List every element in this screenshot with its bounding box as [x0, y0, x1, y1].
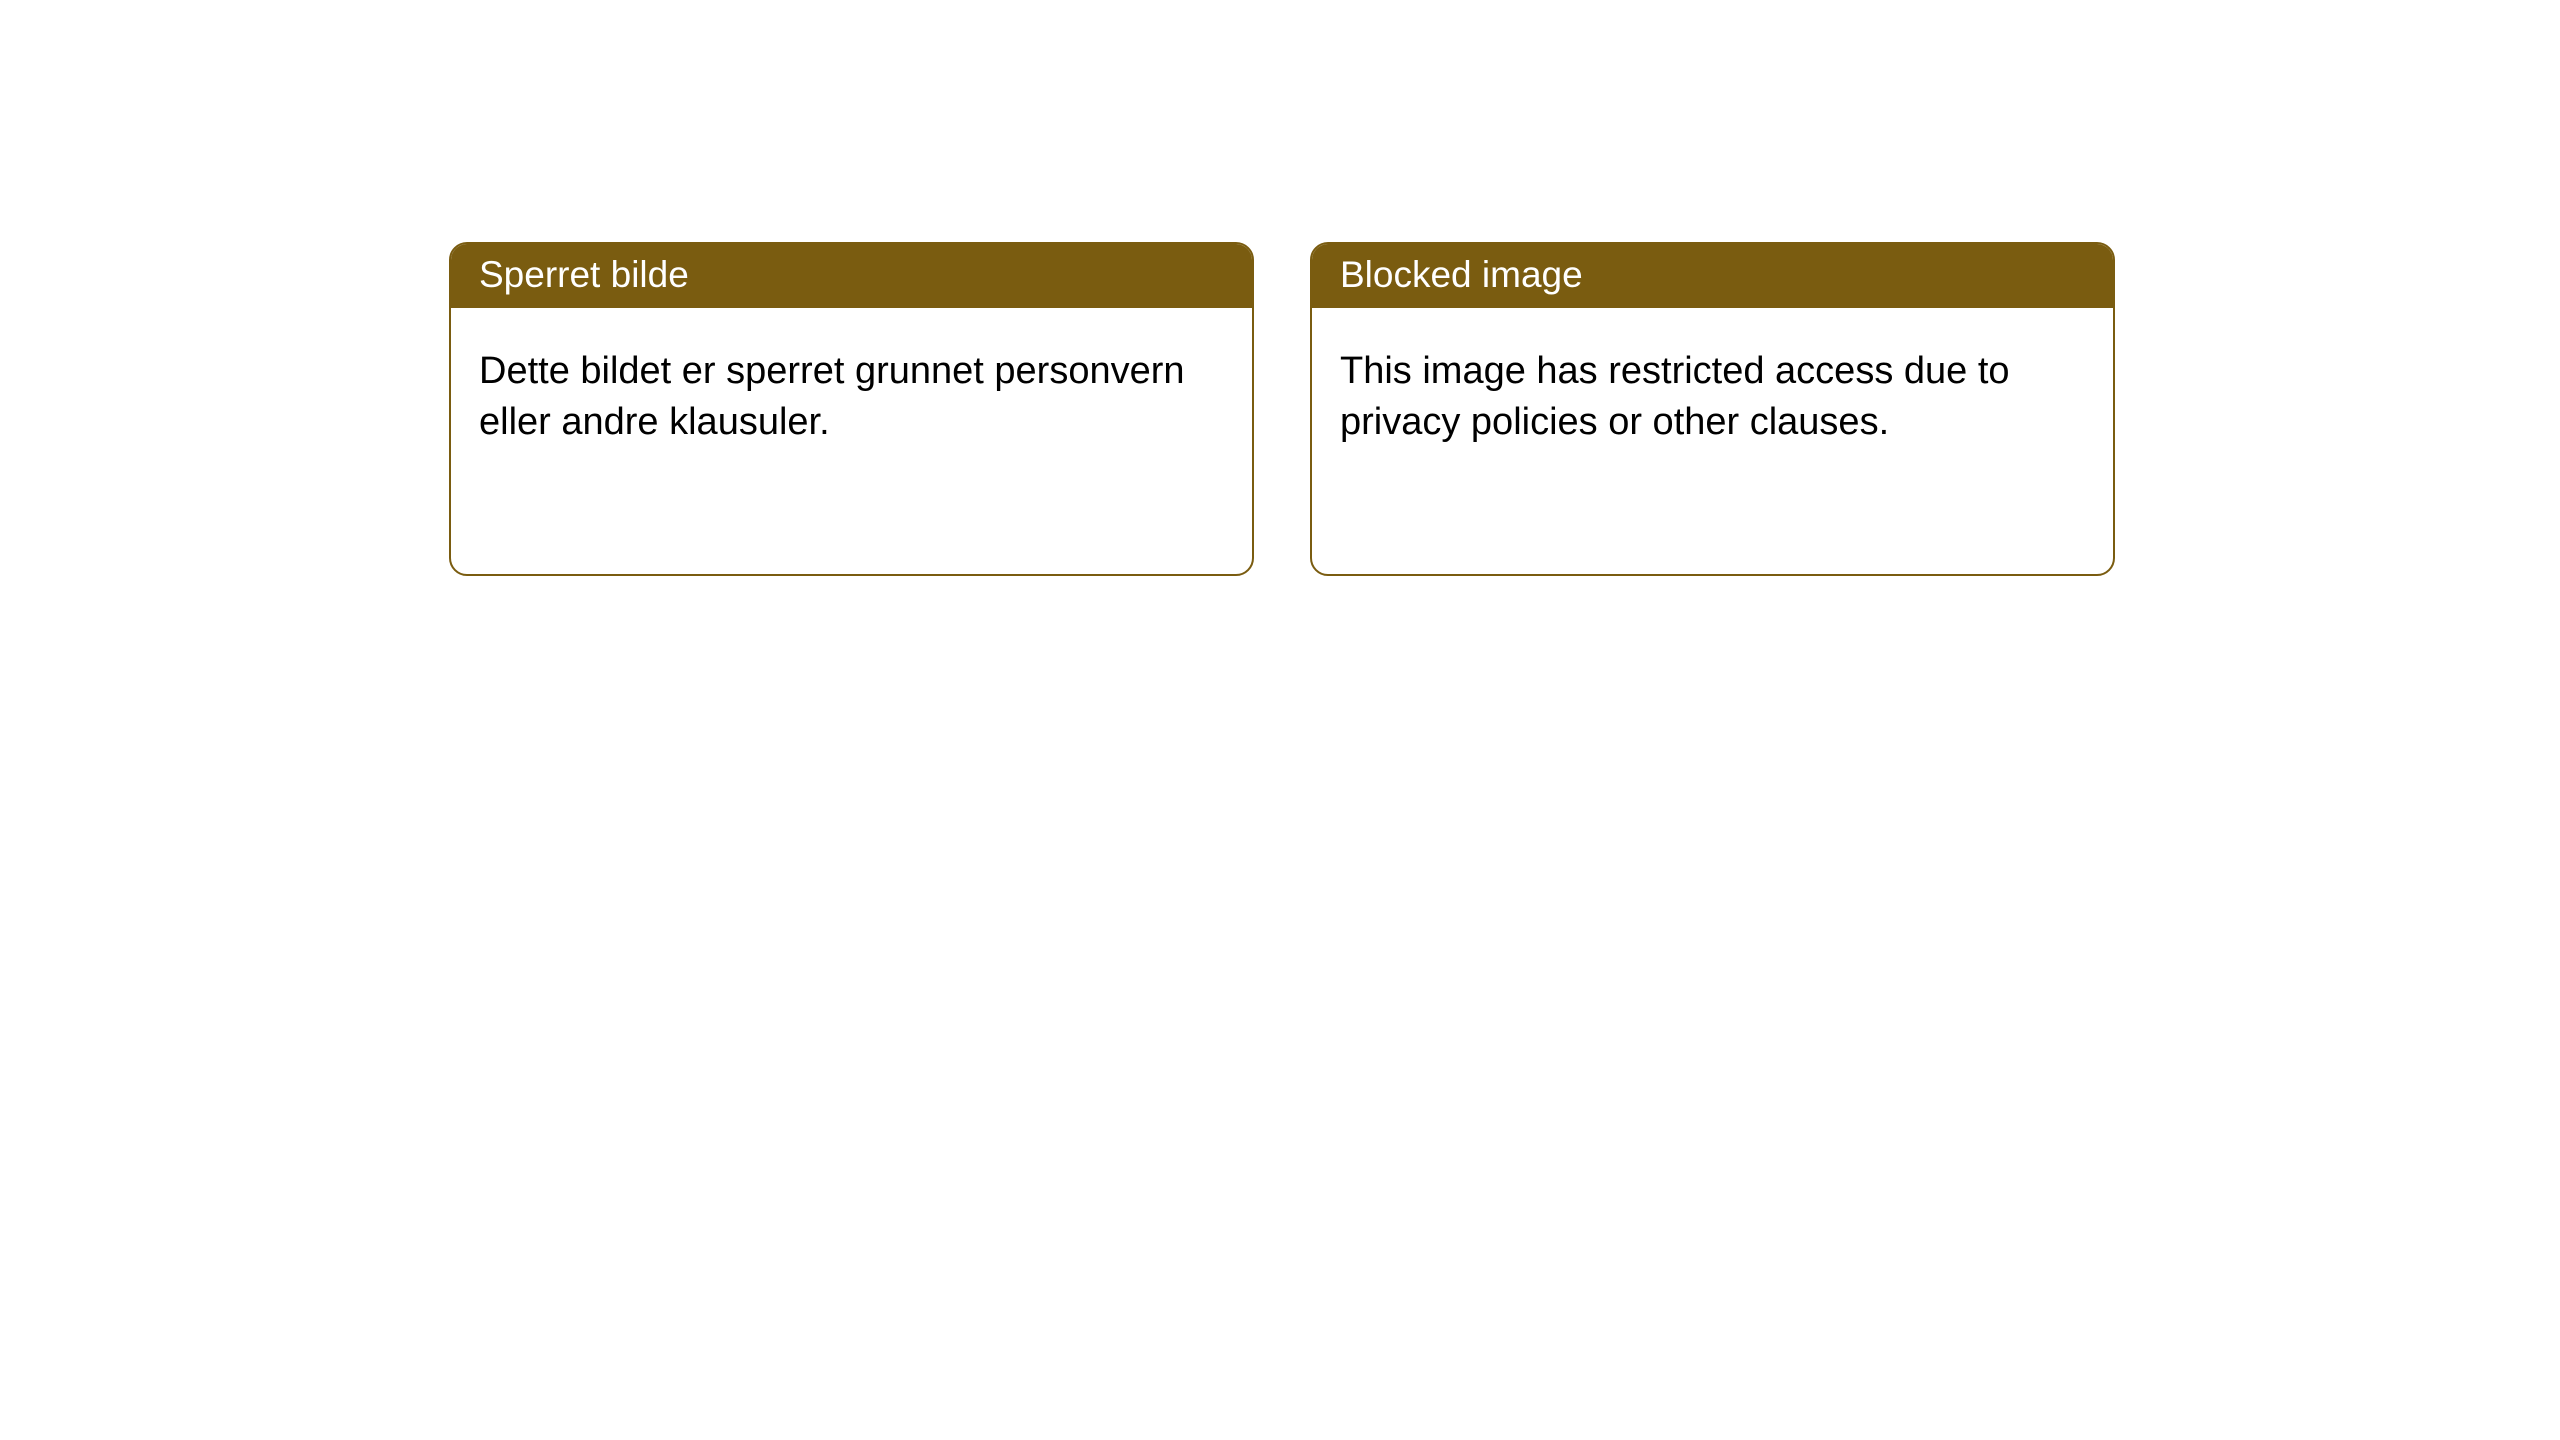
- notice-card-english: Blocked image This image has restricted …: [1310, 242, 2115, 576]
- notice-cards-container: Sperret bilde Dette bildet er sperret gr…: [0, 0, 2560, 576]
- card-body: This image has restricted access due to …: [1312, 308, 2113, 476]
- card-body-text: This image has restricted access due to …: [1340, 350, 2010, 443]
- card-title: Blocked image: [1340, 254, 1583, 295]
- card-header: Blocked image: [1312, 244, 2113, 308]
- card-header: Sperret bilde: [451, 244, 1252, 308]
- card-title: Sperret bilde: [479, 254, 689, 295]
- card-body-text: Dette bildet er sperret grunnet personve…: [479, 350, 1185, 443]
- card-body: Dette bildet er sperret grunnet personve…: [451, 308, 1252, 476]
- notice-card-norwegian: Sperret bilde Dette bildet er sperret gr…: [449, 242, 1254, 576]
